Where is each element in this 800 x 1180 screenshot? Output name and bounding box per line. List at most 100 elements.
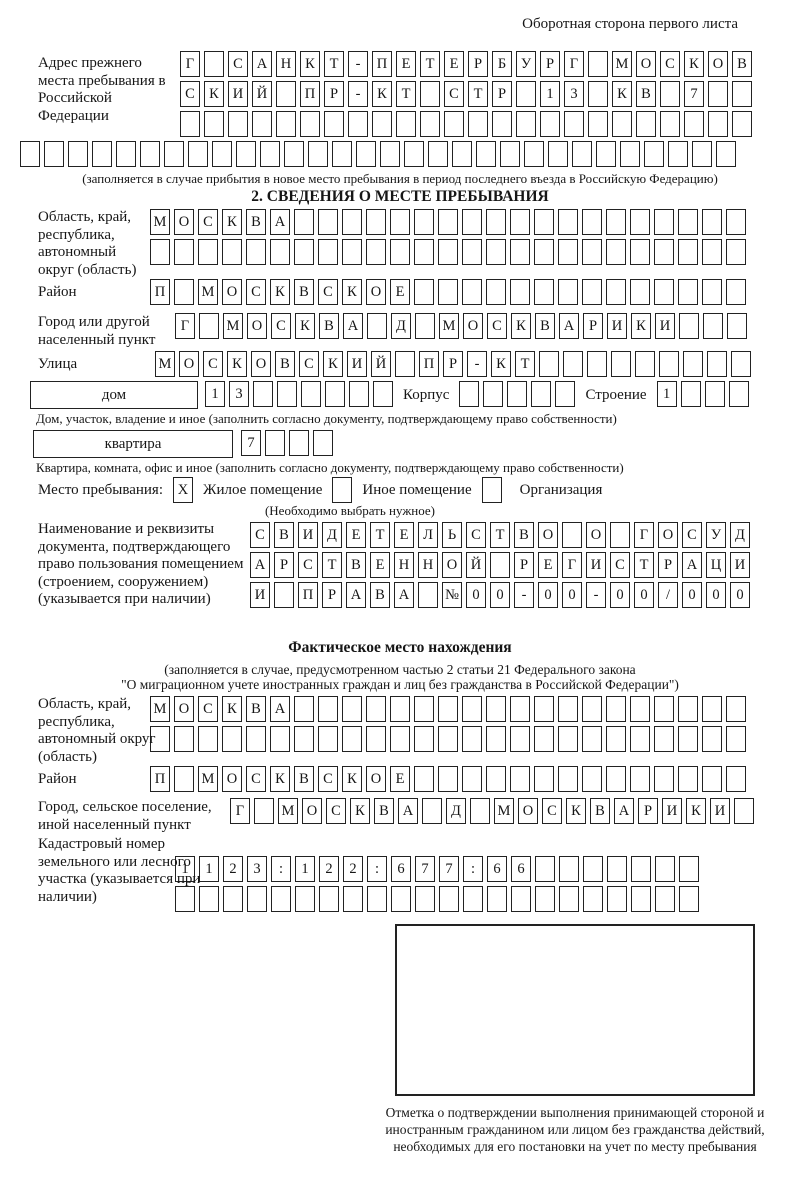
char-cell[interactable]: О (442, 552, 462, 578)
stay-type-checkbox-organization[interactable] (481, 477, 502, 503)
char-cell[interactable] (620, 141, 640, 167)
char-cell[interactable] (588, 51, 608, 77)
char-cell[interactable]: : (271, 856, 291, 882)
char-cell[interactable] (708, 81, 728, 107)
char-cell[interactable]: - (586, 582, 606, 608)
char-cell[interactable] (692, 141, 712, 167)
char-cell[interactable]: О (463, 313, 483, 339)
char-cell[interactable] (631, 886, 651, 912)
char-cell[interactable] (422, 798, 442, 824)
char-cell[interactable]: И (730, 552, 750, 578)
char-cell[interactable] (380, 141, 400, 167)
char-cell[interactable]: 0 (706, 582, 726, 608)
char-cell[interactable] (500, 141, 520, 167)
char-cell[interactable] (325, 381, 345, 407)
char-cell[interactable]: К (270, 279, 290, 305)
char-cell[interactable]: О (222, 279, 242, 305)
char-cell[interactable]: Р (492, 81, 512, 107)
char-cell[interactable]: И (655, 313, 675, 339)
char-cell[interactable]: - (348, 51, 368, 77)
char-cell[interactable]: Т (490, 522, 510, 548)
char-cell[interactable]: И (586, 552, 606, 578)
char-cell[interactable] (487, 886, 507, 912)
char-cell[interactable]: И (662, 798, 682, 824)
char-cell[interactable] (404, 141, 424, 167)
char-cell[interactable] (174, 239, 194, 265)
char-cell[interactable] (539, 351, 559, 377)
char-cell[interactable]: С (271, 313, 291, 339)
char-cell[interactable]: Н (418, 552, 438, 578)
char-cell[interactable] (702, 766, 722, 792)
char-cell[interactable] (366, 696, 386, 722)
char-cell[interactable] (318, 209, 338, 235)
char-cell[interactable]: И (228, 81, 248, 107)
char-cell[interactable]: К (222, 696, 242, 722)
char-cell[interactable] (728, 381, 749, 407)
char-cell[interactable]: С (250, 522, 270, 548)
char-cell[interactable] (680, 381, 701, 407)
char-cell[interactable] (630, 696, 650, 722)
char-cell[interactable]: П (150, 766, 170, 792)
char-cell[interactable]: Р (540, 51, 560, 77)
char-cell[interactable] (372, 111, 392, 137)
char-cell[interactable] (414, 279, 434, 305)
char-cell[interactable] (558, 726, 578, 752)
char-cell[interactable]: Б (492, 51, 512, 77)
char-cell[interactable] (222, 726, 242, 752)
char-cell[interactable] (294, 696, 314, 722)
char-cell[interactable] (582, 726, 602, 752)
char-cell[interactable]: О (636, 51, 656, 77)
char-cell[interactable]: С (203, 351, 223, 377)
char-cell[interactable] (534, 726, 554, 752)
char-cell[interactable] (289, 430, 309, 456)
char-cell[interactable]: Ь (442, 522, 462, 548)
char-cell[interactable] (702, 726, 722, 752)
char-cell[interactable] (659, 351, 679, 377)
char-cell[interactable] (246, 726, 266, 752)
stay-type-checkbox-residential[interactable]: X (173, 477, 193, 503)
char-cell[interactable] (564, 111, 584, 137)
char-cell[interactable] (468, 111, 488, 137)
char-cell[interactable] (236, 141, 256, 167)
char-cell[interactable]: Т (322, 552, 342, 578)
char-cell[interactable] (644, 141, 664, 167)
char-cell[interactable] (428, 141, 448, 167)
char-cell[interactable]: С (682, 522, 702, 548)
char-cell[interactable] (462, 726, 482, 752)
char-cell[interactable]: 0 (466, 582, 486, 608)
char-cell[interactable]: С (299, 351, 319, 377)
char-cell[interactable] (702, 209, 722, 235)
char-cell[interactable]: Е (394, 522, 414, 548)
char-cell[interactable]: К (295, 313, 315, 339)
char-cell[interactable] (150, 726, 170, 752)
char-cell[interactable] (507, 381, 528, 407)
char-cell[interactable] (366, 726, 386, 752)
char-cell[interactable] (572, 141, 592, 167)
char-cell[interactable]: В (636, 81, 656, 107)
char-cell[interactable] (611, 351, 631, 377)
char-cell[interactable] (726, 766, 746, 792)
char-cell[interactable] (516, 111, 536, 137)
char-cell[interactable] (246, 239, 266, 265)
char-cell[interactable]: О (222, 766, 242, 792)
char-cell[interactable]: Г (180, 51, 200, 77)
char-cell[interactable] (271, 886, 291, 912)
char-cell[interactable] (606, 766, 626, 792)
char-cell[interactable]: О (538, 522, 558, 548)
char-cell[interactable]: П (300, 81, 320, 107)
char-cell[interactable]: К (612, 81, 632, 107)
char-cell[interactable]: - (348, 81, 368, 107)
char-cell[interactable] (438, 696, 458, 722)
char-cell[interactable]: С (487, 313, 507, 339)
char-cell[interactable] (559, 856, 579, 882)
char-cell[interactable]: У (706, 522, 726, 548)
char-cell[interactable]: А (559, 313, 579, 339)
char-cell[interactable] (678, 239, 698, 265)
char-cell[interactable] (516, 81, 536, 107)
char-cell[interactable]: К (686, 798, 706, 824)
char-cell[interactable] (726, 279, 746, 305)
char-cell[interactable]: К (323, 351, 343, 377)
char-cell[interactable] (731, 351, 751, 377)
char-cell[interactable] (367, 313, 387, 339)
char-cell[interactable] (420, 81, 440, 107)
